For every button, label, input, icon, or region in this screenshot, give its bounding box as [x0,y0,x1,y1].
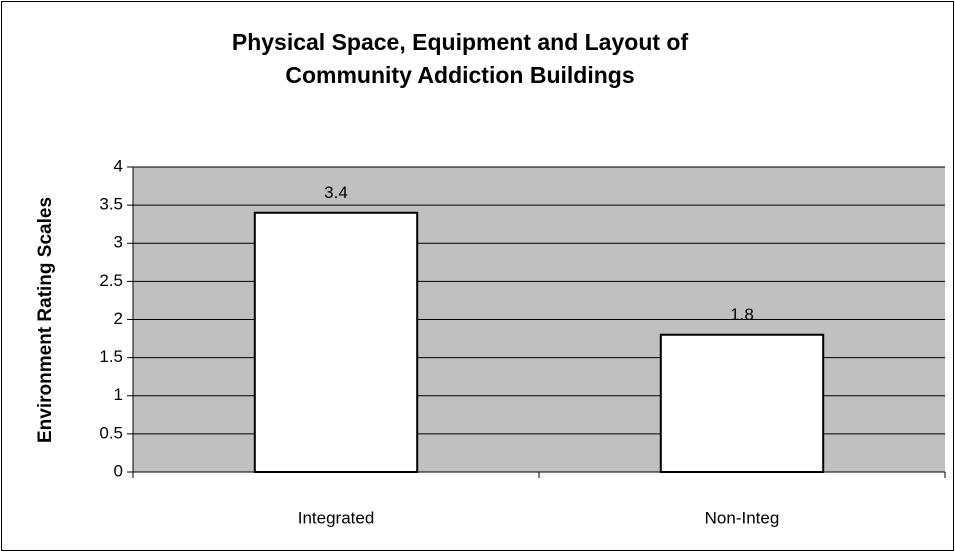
y-tick-label: 2 [114,309,123,328]
bar [253,211,419,473]
bar [659,333,825,473]
y-tick-label: 2.5 [99,271,123,290]
y-tick-label: 0.5 [99,423,123,442]
y-tick-label: 0 [114,461,123,480]
x-tick-label: Integrated [298,508,375,527]
y-tick-label: 3.5 [99,195,123,214]
y-tick-label: 1 [114,385,123,404]
data-label: 1.8 [730,305,754,324]
y-tick-label: 1.5 [99,347,123,366]
y-axis-label: Environment Rating Scales [35,197,56,443]
y-tick-label: 3 [114,233,123,252]
y-tick-label: 4 [114,156,123,175]
x-tick-label: Non-Integ [705,508,780,527]
data-label: 3.4 [324,183,348,202]
chart-title: Physical Space, Equipment and Layout of … [231,29,689,88]
